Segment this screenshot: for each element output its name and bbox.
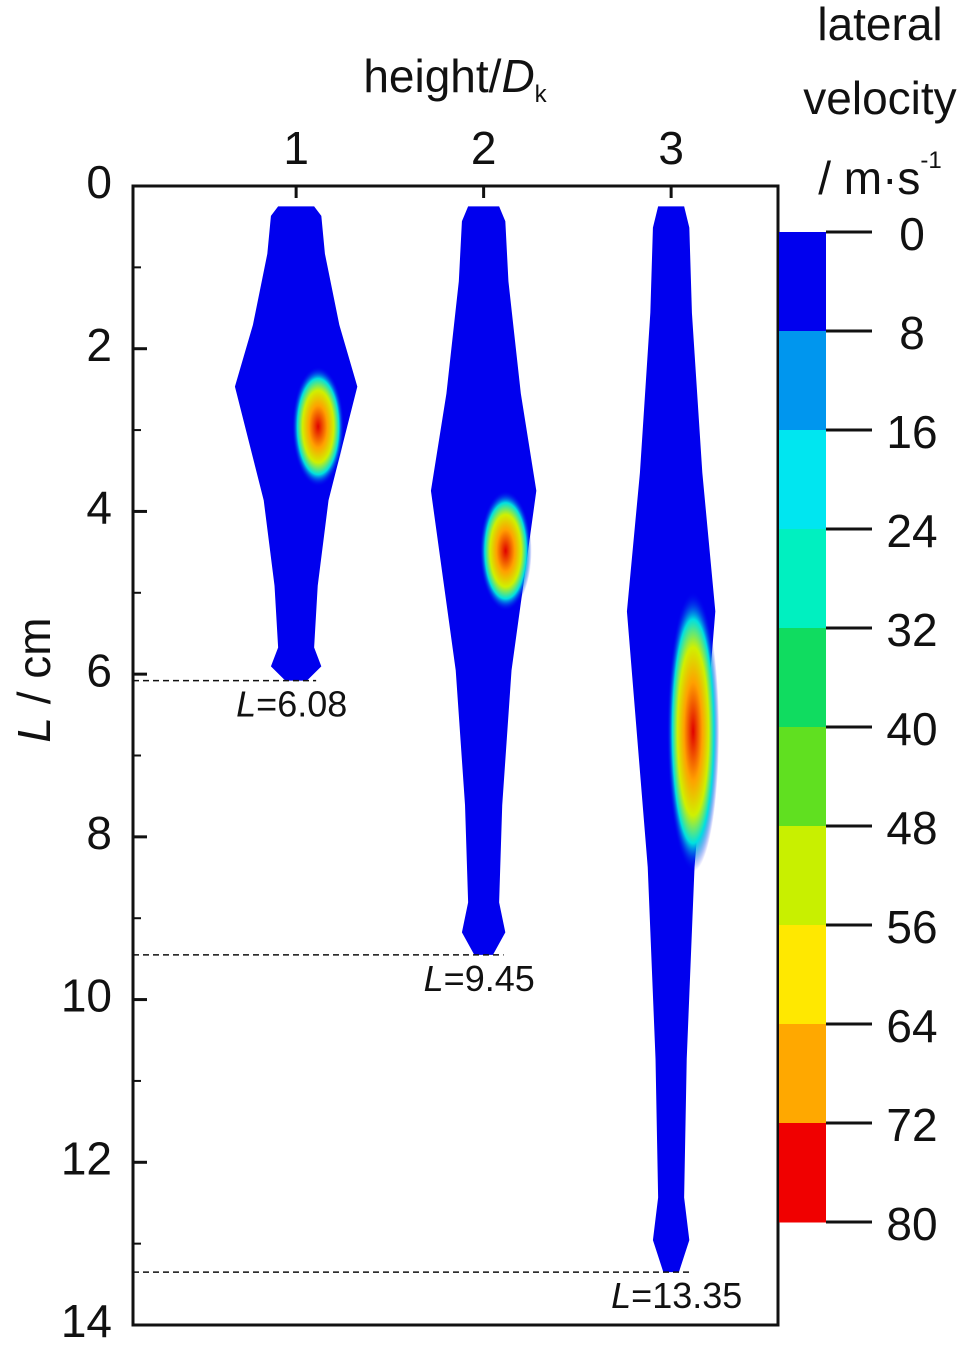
jets — [234, 206, 720, 1273]
x-label-var: D — [501, 50, 534, 102]
colorbar-tick-label: 48 — [886, 802, 937, 854]
y-tick-label: 14 — [61, 1295, 112, 1347]
colorbar-tick-label: 0 — [899, 208, 925, 260]
colorbar-tick-label: 56 — [886, 901, 937, 953]
length-annotation: L=13.35 — [611, 1275, 742, 1316]
colorbar-tick-label: 40 — [886, 703, 937, 755]
colorbar-title: / m·s-1 — [818, 147, 942, 204]
colorbar-title-line: lateral — [817, 0, 942, 50]
colorbar-tick-label: 16 — [886, 406, 937, 458]
colorbar-title-sup: -1 — [920, 147, 941, 174]
jet-hot-region — [667, 591, 720, 872]
jet-side-lobe — [248, 393, 285, 430]
colorbar-tick-label: 80 — [886, 1198, 937, 1250]
x-label-text: height/ — [363, 50, 501, 102]
colorbar-band — [779, 430, 826, 530]
annotation-var: L — [424, 957, 444, 998]
colorbar-band — [779, 1123, 826, 1223]
colorbar-band — [779, 331, 826, 431]
length-annotation: L=6.08 — [236, 683, 347, 724]
y-tick-label: 2 — [86, 319, 112, 371]
annotation-value: 6.08 — [277, 683, 347, 724]
y-tick-label: 0 — [86, 156, 112, 208]
y-tick-label: 10 — [61, 970, 112, 1022]
y-tick-label: 12 — [61, 1132, 112, 1184]
colorbar-title: lateral — [817, 0, 942, 50]
colorbar-band — [779, 925, 826, 1025]
annotation-sign: = — [256, 683, 277, 724]
colorbar-band — [779, 1024, 826, 1124]
colorbar-band — [779, 529, 826, 629]
annotation-sign: = — [444, 957, 465, 998]
annotation-value: 13.35 — [652, 1275, 742, 1316]
y-tick-label: 4 — [86, 482, 112, 534]
x-axis-label: height/Dk — [363, 50, 547, 108]
annotation-value: 9.45 — [465, 957, 535, 998]
colorbar-title-line: / m·s — [818, 152, 920, 204]
colorbar-title: velocity — [803, 72, 956, 124]
y-label-text: / cm — [8, 617, 60, 717]
jet-hot-region — [479, 490, 532, 611]
x-tick-label: 1 — [283, 122, 309, 174]
colorbar-tick-label: 64 — [886, 1000, 937, 1052]
annotation-sign: = — [631, 1275, 652, 1316]
annotation-var: L — [611, 1275, 631, 1316]
annotation-var: L — [236, 683, 256, 724]
y-tick-label: 8 — [86, 807, 112, 859]
x-label-sub: k — [535, 81, 548, 108]
x-tick-label: 2 — [471, 122, 497, 174]
colorbar-tick-label: 8 — [899, 307, 925, 359]
colorbar-band — [779, 628, 826, 728]
colorbar-tick-label: 32 — [886, 604, 937, 656]
colorbar-band — [779, 232, 826, 332]
x-tick-label: 3 — [658, 122, 684, 174]
colorbar-tick-label: 72 — [886, 1099, 937, 1151]
colorbar-band — [779, 826, 826, 926]
jet-hot-region — [292, 366, 345, 487]
colorbar-tick-label: 24 — [886, 505, 937, 557]
y-label-var: L — [8, 717, 60, 743]
y-tick-label: 6 — [86, 644, 112, 696]
y-axis-label: L / cm — [8, 617, 60, 742]
length-annotation: L=9.45 — [424, 957, 535, 998]
colorbar-title-line: velocity — [803, 72, 956, 124]
colorbar-band — [779, 727, 826, 827]
